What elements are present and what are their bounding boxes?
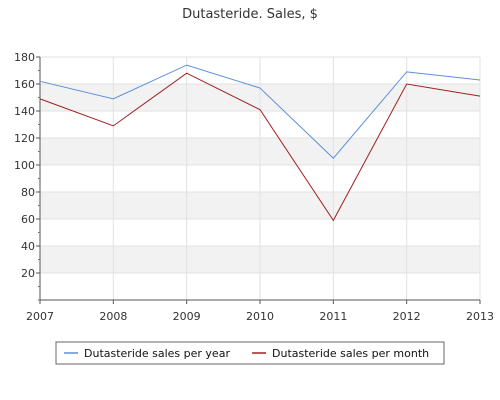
y-tick-label: 80: [21, 186, 35, 199]
y-tick-label: 120: [14, 132, 35, 145]
x-tick-label: 2011: [319, 310, 347, 323]
x-axis-ticks: 2007 2008 2009 2010 2011 2012 2013: [26, 300, 494, 323]
legend-label-series-1: Dutasteride sales per year: [84, 347, 230, 360]
legend-box: [55, 341, 445, 365]
y-tick-label: 140: [14, 105, 35, 118]
chart-title: Dutasteride. Sales, $: [182, 7, 318, 22]
x-tick-label: 2009: [173, 310, 201, 323]
x-tick-label: 2010: [246, 310, 274, 323]
x-tick-label: 2012: [393, 310, 421, 323]
y-tick-label: 100: [14, 159, 35, 172]
y-tick-label: 180: [14, 51, 35, 64]
series-line-2: [39, 72, 481, 222]
y-tick-label: 20: [21, 267, 35, 280]
y-tick-label: 160: [14, 78, 35, 91]
legend-label-series-2: Dutasteride sales per month: [272, 347, 429, 360]
y-tick-label: 40: [21, 240, 35, 253]
series-lines: [39, 64, 481, 222]
x-tick-label: 2008: [99, 310, 127, 323]
x-tick-label: 2007: [26, 310, 54, 323]
y-tick-label: 60: [21, 213, 35, 226]
series-line-1: [39, 64, 481, 159]
grid-lines: [40, 56, 481, 300]
legend: Dutasteride sales per year Dutasteride s…: [55, 341, 445, 365]
x-tick-label: 2013: [466, 310, 494, 323]
y-axis-ticks: 20 40 60 80 100 120 140 160 180: [14, 51, 40, 301]
